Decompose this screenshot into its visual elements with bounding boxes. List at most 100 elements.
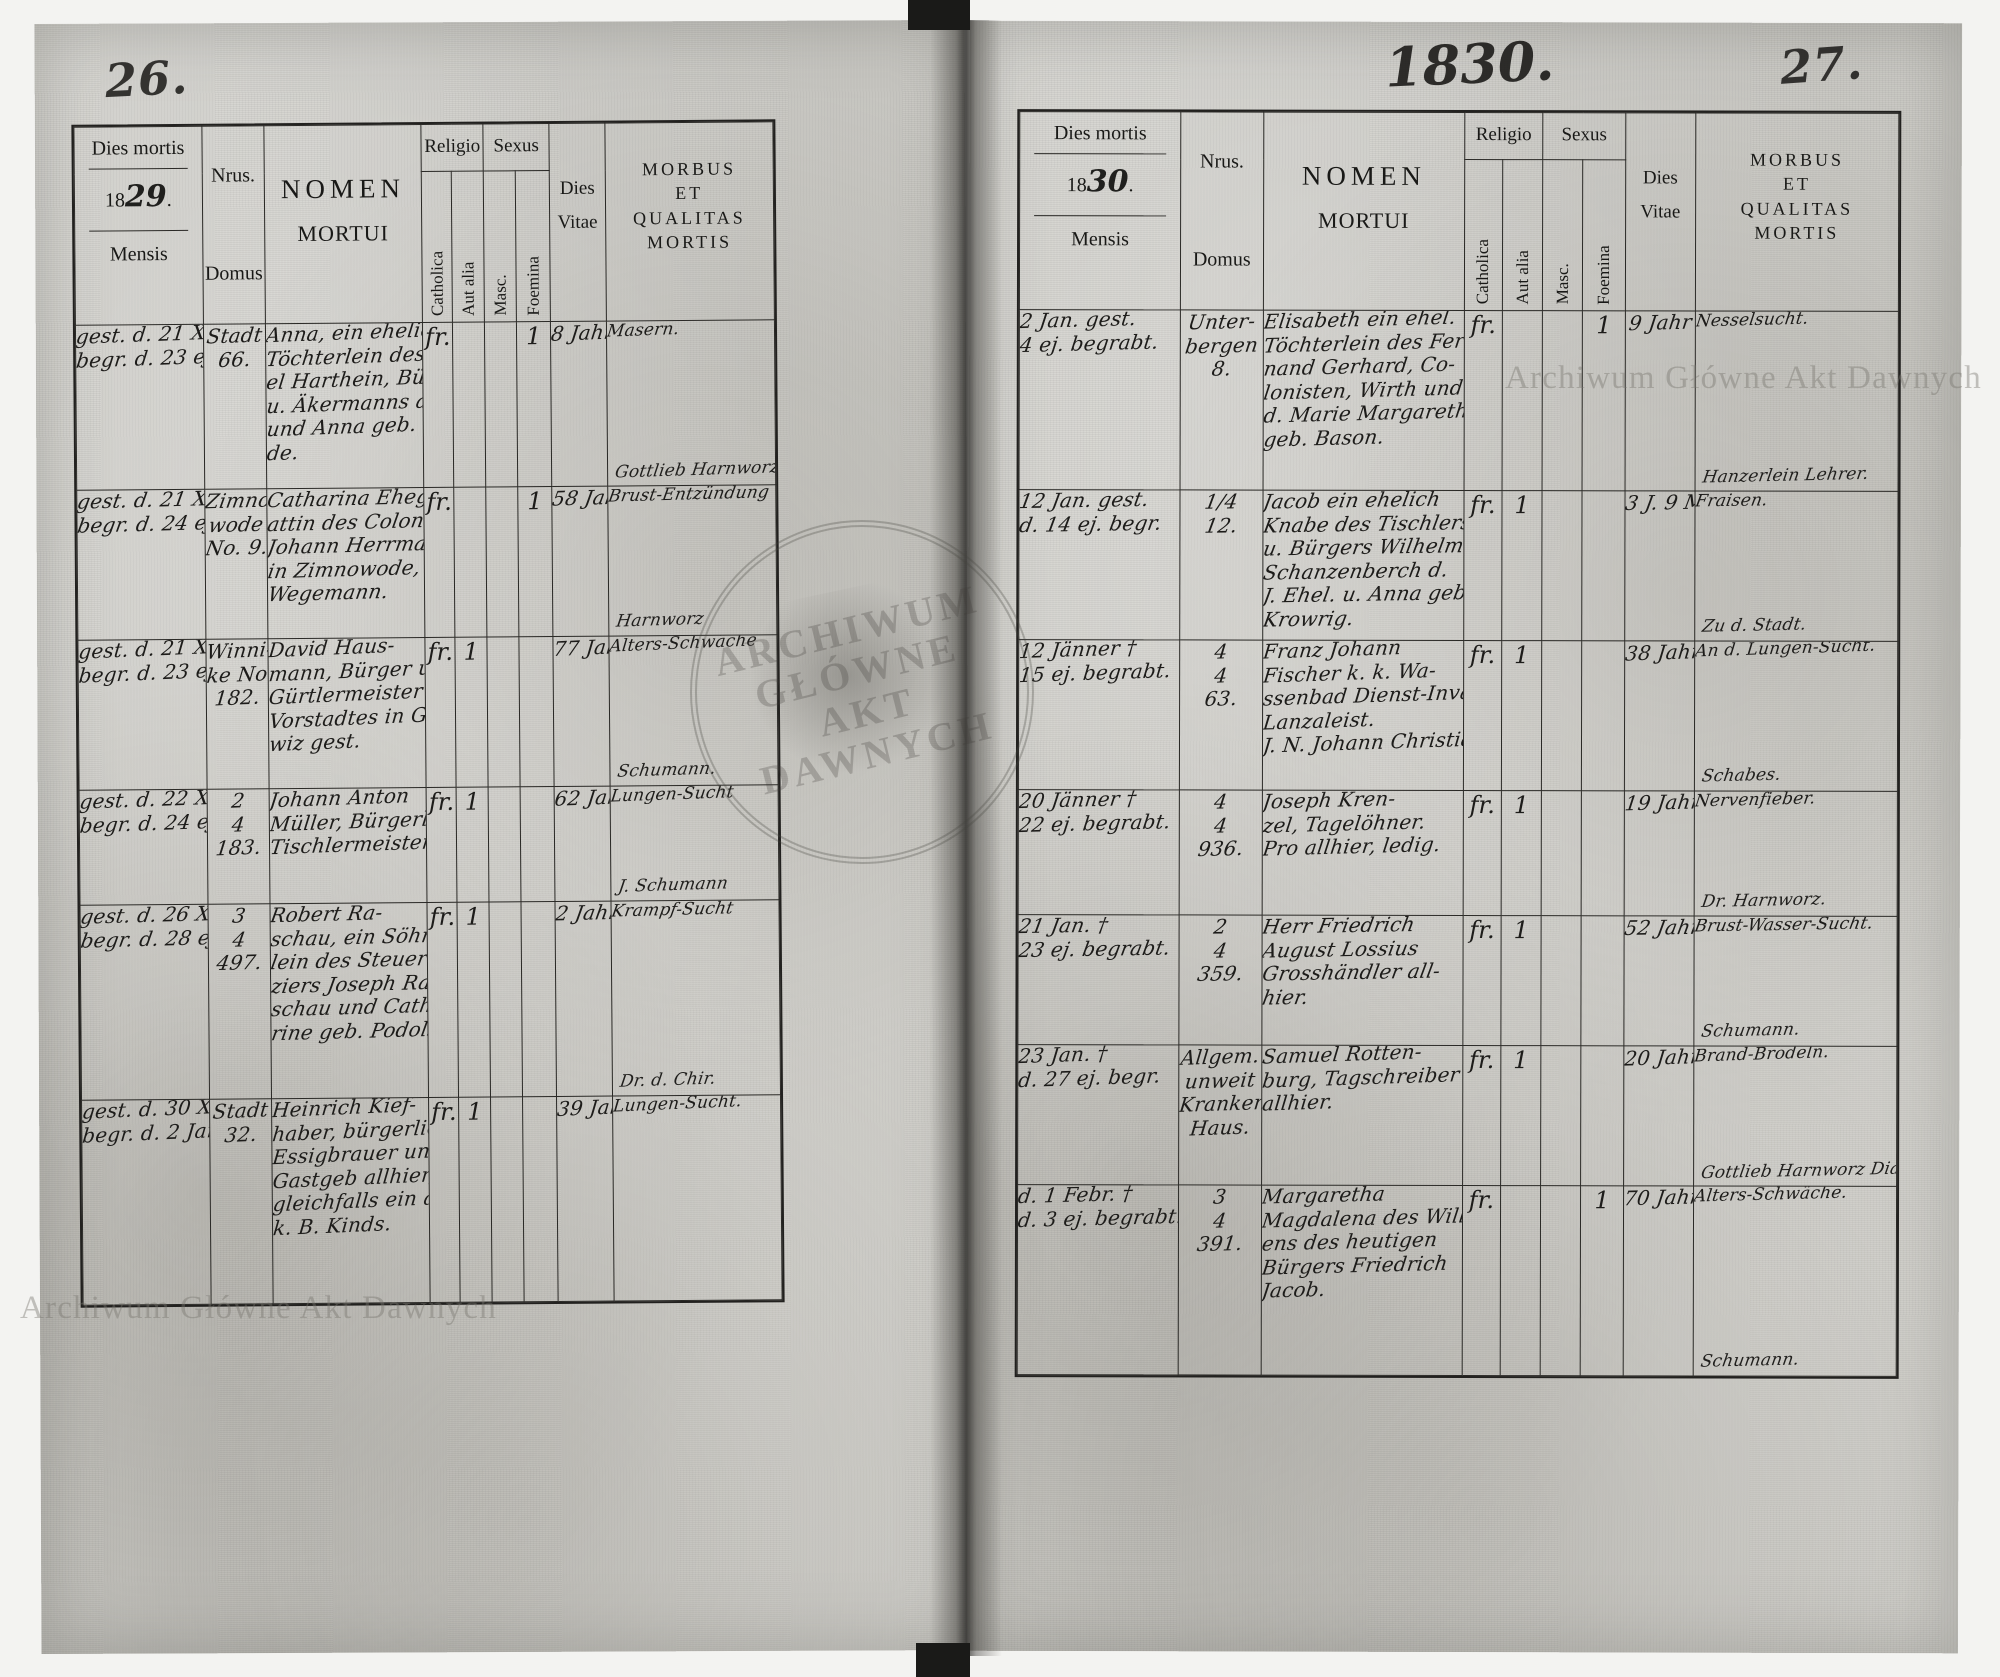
entry-domus: 4 4 936.	[1179, 789, 1262, 916]
entry-aut-alia: 1	[1500, 915, 1542, 1046]
header-year-prefix-right: 18	[1066, 174, 1087, 197]
entry-foemina	[1580, 1045, 1624, 1186]
entry-morbus-qualitas: Nervenfieber. Dr. Harnworz.	[1693, 790, 1898, 917]
entry-catholica: fr.	[1462, 790, 1502, 916]
entry-morbus-qualitas: Alters-Schwäche Schumann.	[608, 634, 779, 787]
entry-catholica: fr.	[1461, 1185, 1501, 1376]
entry-catholica: fr.	[427, 902, 459, 1098]
header-nomen-label: NOMEN	[280, 173, 405, 205]
year-heading: 1830.	[1383, 28, 1556, 100]
binder-clip-bottom	[916, 1643, 970, 1677]
entry-dies-mortis: 12 Jan. gest. d. 14 ej. begr.	[1018, 489, 1181, 640]
entry-attestation-signature: Dr. Harnworz.	[1699, 889, 1828, 913]
header-year-hand-right: 30	[1086, 164, 1129, 200]
entry-nomen-mortui: Heinrich Kief-haber, bürgerlicher Essigbr…	[271, 1097, 431, 1304]
entry-aut-alia: 1	[1500, 1045, 1541, 1186]
entry-dies-mortis: 2 Jan. gest. 4 ej. begrabt.	[1019, 309, 1181, 490]
entry-morbus-qualitas: Alters-Schwäche. Schumann.	[1692, 1185, 1897, 1377]
entry-dies-vitae: 19 Jahr	[1623, 790, 1695, 916]
entry-dies-mortis: 21 Jan. † 23 ej. begrabt.	[1017, 914, 1180, 1045]
header-religio-left: Religio	[421, 124, 484, 172]
header-foemina-left: Foemina	[515, 170, 551, 322]
folio-number-right: 27.	[1778, 35, 1865, 95]
entry-foemina: 1	[516, 321, 552, 487]
entry-dies-mortis: 12 Jänner † 15 ej. begrabt.	[1018, 639, 1180, 790]
header-mortis-label: MORTIS	[647, 231, 733, 253]
entry-catholica: fr.	[1463, 640, 1502, 791]
header-year-left: 1829.	[75, 169, 202, 223]
header-nomen-mortui-right: NOMEN MORTUI	[1262, 112, 1465, 311]
entry-masc	[487, 636, 521, 788]
death-register-table-left: Dies mortis 1829. Mensis Nrus. Domus	[71, 119, 785, 1308]
entry-aut-alia	[1500, 1185, 1541, 1376]
table-header-row-right: Dies mortis 1830. Mensis Nrus. Domus	[1019, 111, 1899, 312]
entry-foemina: 1	[1580, 1185, 1624, 1376]
register-entry-row: gest. d. 30 Xbr. begr. d. 2 Jan. Stadt 32. H…	[81, 1094, 783, 1306]
entry-attestation-signature: J. Schumann	[616, 873, 730, 897]
entry-nomen-mortui: Franz Johann Fischer k. k. Wa-ssenbad Die…	[1261, 640, 1464, 791]
entry-aut-alia: 1	[1501, 640, 1542, 791]
header-masc-left: Masc.	[483, 170, 517, 323]
header-religio-label-right: Religio	[1475, 124, 1532, 146]
header-dies-mortis-right: Dies mortis 1830. Mensis	[1019, 111, 1181, 310]
header-foemina-label: Foemina	[523, 255, 543, 316]
entry-dies-mortis: gest. d. 22 Xbr. begr. d. 24 ej.	[79, 789, 208, 906]
entry-aut-alia	[1501, 310, 1543, 491]
entry-morbus-qualitas: Krampf-Sucht Dr. d. Chir.	[610, 899, 781, 1097]
entry-attestation-signature: Schumann.	[615, 758, 717, 782]
binder-clip-top	[908, 0, 970, 30]
entry-masc	[1540, 1185, 1581, 1376]
entry-attestation-signature: Schumann.	[1698, 1349, 1801, 1372]
header-religio-right: Religio	[1464, 112, 1543, 160]
header-aut-alia-label-right: Aut alia	[1512, 249, 1532, 305]
header-nrus-domus-left: Nrus. Domus	[201, 125, 266, 325]
header-nomen-mortui-left: NOMEN MORTUI	[263, 124, 423, 324]
header-sexus-right: Sexus	[1542, 112, 1626, 160]
register-entry-row: 12 Jan. gest. d. 14 ej. begr. 1/4 12. Jacob …	[1018, 489, 1899, 642]
entry-dies-mortis: 20 Jänner † 22 ej. begrabt.	[1018, 789, 1180, 915]
entry-foemina	[522, 1096, 559, 1302]
header-dies-mortis-label: Dies mortis	[91, 136, 185, 160]
header-nrus-domus-right: Nrus. Domus	[1180, 111, 1264, 311]
header-morbus-left: MORBUS ET QUALITAS MORTIS	[604, 121, 775, 322]
entry-aut-alia: 1	[456, 787, 490, 903]
entry-nomen-mortui: Catharina Eheg-attin des Colonisten Johan…	[266, 487, 426, 639]
entry-foemina	[1581, 915, 1624, 1046]
entry-dies-mortis: 23 Jan. † d. 27 ej. begr.	[1017, 1044, 1179, 1185]
header-morbus-right: MORBUS ET QUALITAS MORTIS	[1695, 112, 1899, 312]
table-header-row-left: Dies mortis 1829. Mensis Nrus. Domus	[73, 121, 775, 326]
header-morbus-label-right: MORBUS	[1749, 149, 1845, 170]
entry-dies-vitae: 62 Jahr	[554, 786, 611, 902]
entry-dies-vitae: 77 Jahr	[553, 636, 610, 787]
header-year-right: 1830.	[1020, 154, 1180, 207]
header-mensis-right: Mensis	[1071, 228, 1129, 251]
header-sexus-left: Sexus	[483, 123, 550, 172]
header-aut-alia-label: Aut alia	[458, 261, 478, 316]
entry-aut-alia: 1	[1501, 490, 1543, 641]
header-mortui-label-right: MORTUI	[1317, 207, 1410, 233]
entry-foemina	[518, 636, 555, 787]
header-foemina-label-right: Foemina	[1593, 244, 1614, 305]
entry-morbus-qualitas: An d. Lungen-Sucht. Schabes.	[1694, 640, 1898, 792]
header-year-dot: .	[166, 188, 172, 212]
register-entry-row: gest. d. 21 Xbr. begr. d. 23 ej. Stadt 66. A…	[75, 319, 776, 491]
entry-domus: Stadt 66.	[203, 323, 267, 490]
header-et-label: ET	[675, 183, 704, 204]
entry-dies-mortis: gest. d. 21 Xbr. begr. d. 23 ej.	[77, 639, 207, 791]
entry-aut-alia	[452, 322, 486, 488]
entry-foemina: 1	[1582, 310, 1626, 491]
register-entry-row: gest. d. 22 Xbr. begr. d. 24 ej. 2 4 183. Joh…	[79, 784, 779, 906]
entry-attestation-signature: Schabes.	[1700, 764, 1782, 787]
entry-dies-vitae: 52 Jahr	[1623, 915, 1694, 1046]
entry-attestation-signature: Gottlieb Harnworz	[613, 457, 776, 483]
header-sexus-label: Sexus	[493, 135, 539, 157]
header-year-hand: 29	[124, 179, 167, 215]
header-morbus-label: MORBUS	[641, 158, 737, 180]
entry-foemina	[1581, 790, 1625, 916]
entry-dies-mortis: gest. d. 26 Xbr. begr. d. 28 ej.	[79, 904, 210, 1101]
register-entry-row: gest. d. 26 Xbr. begr. d. 28 ej. 3 4 497. Rob…	[79, 899, 781, 1101]
header-year-dot-right: .	[1128, 174, 1134, 197]
header-masc-label-right: Masc.	[1552, 263, 1572, 305]
header-dies-mortis-left: Dies mortis 1829. Mensis	[73, 126, 204, 326]
